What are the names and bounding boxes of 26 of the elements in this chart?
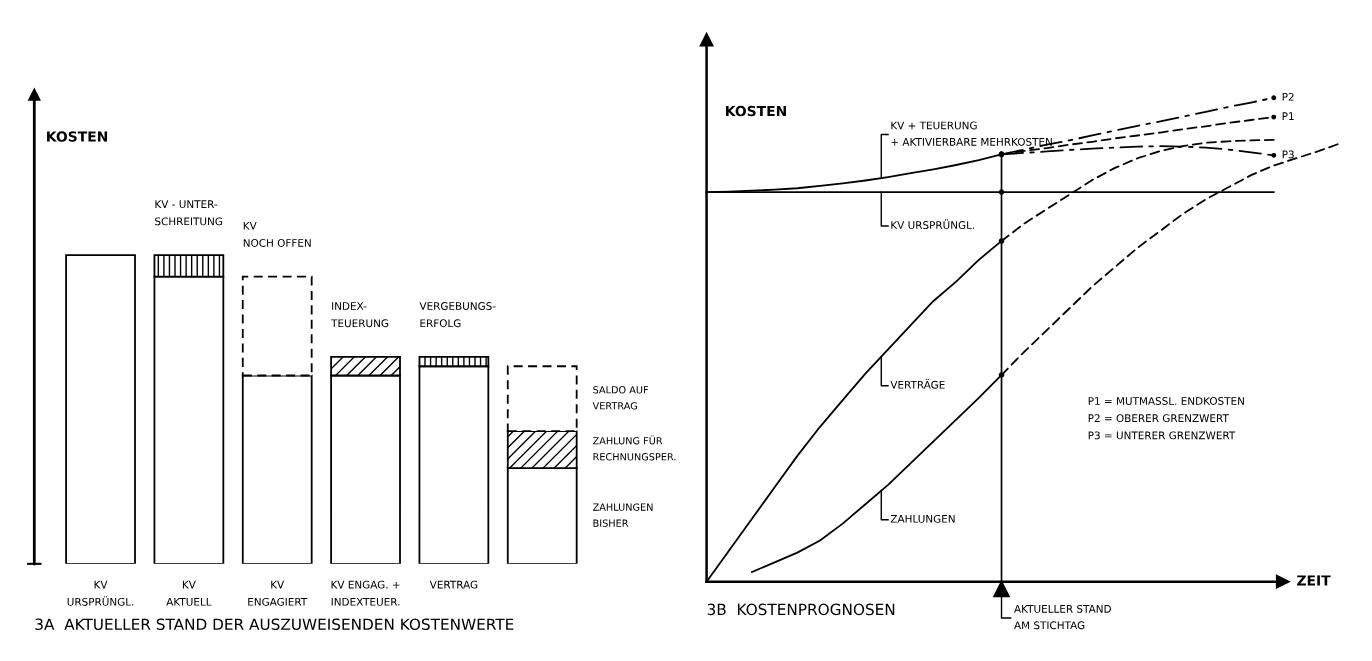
annotation: KV NOCH OFFEN [243, 221, 311, 247]
x-axis-title: ZEIT [1297, 575, 1331, 586]
annotation: VERGEBUNGS- ERFOLG [419, 302, 496, 328]
annotation: KV - UNTER- SCHREITUNG [155, 200, 223, 226]
text: SALDO AUF VERTRAG [592, 386, 649, 410]
series-label: P1 [1282, 112, 1294, 120]
text: 3B KOSTENPROGNOSEN [707, 603, 895, 616]
text: 3A AKTUELLER STAND DER AUSZUWEISENDEN KOSTENWERTE [35, 618, 514, 631]
series-label: P2 [1282, 92, 1294, 101]
text: ZAHLUNG FÜR RECHNUNGSPER. [593, 435, 676, 461]
annotation: INDEX- TEUERUNG [331, 302, 389, 328]
x-tick-label: KV ENGAGIERT [248, 580, 308, 606]
x-tick-label: KV ENGAG. + INDEXTEUER. [331, 580, 400, 606]
x-tick-label: KV AKTUELL [166, 580, 212, 606]
text: KV + TEUERUNG + AKTIVIERBARE MEHRKOSTEN [891, 121, 1052, 146]
annotation: P1 = MUTMASSL. ENDKOSTEN P2 = OBERER GRENZWERT P3 = UNTERER GRENZWERT [1088, 397, 1244, 440]
text: KV URSPRÜNGL. [891, 219, 975, 229]
x-tick-label: VERTRAG [429, 580, 478, 589]
text: VERTRÄGE [890, 379, 945, 389]
text: ZAHLUNGEN [890, 514, 955, 523]
x-tick-label: KV URSPRÜNGL. [67, 580, 134, 606]
text: ZAHLUNGEN BISHER [593, 503, 653, 527]
text: AKTUELLER STAND AM STICHTAG [1014, 604, 1111, 630]
y-axis-title: KOSTEN [726, 105, 786, 117]
y-axis-title: KOSTEN [47, 131, 108, 142]
series-label: P3 [1282, 150, 1294, 159]
